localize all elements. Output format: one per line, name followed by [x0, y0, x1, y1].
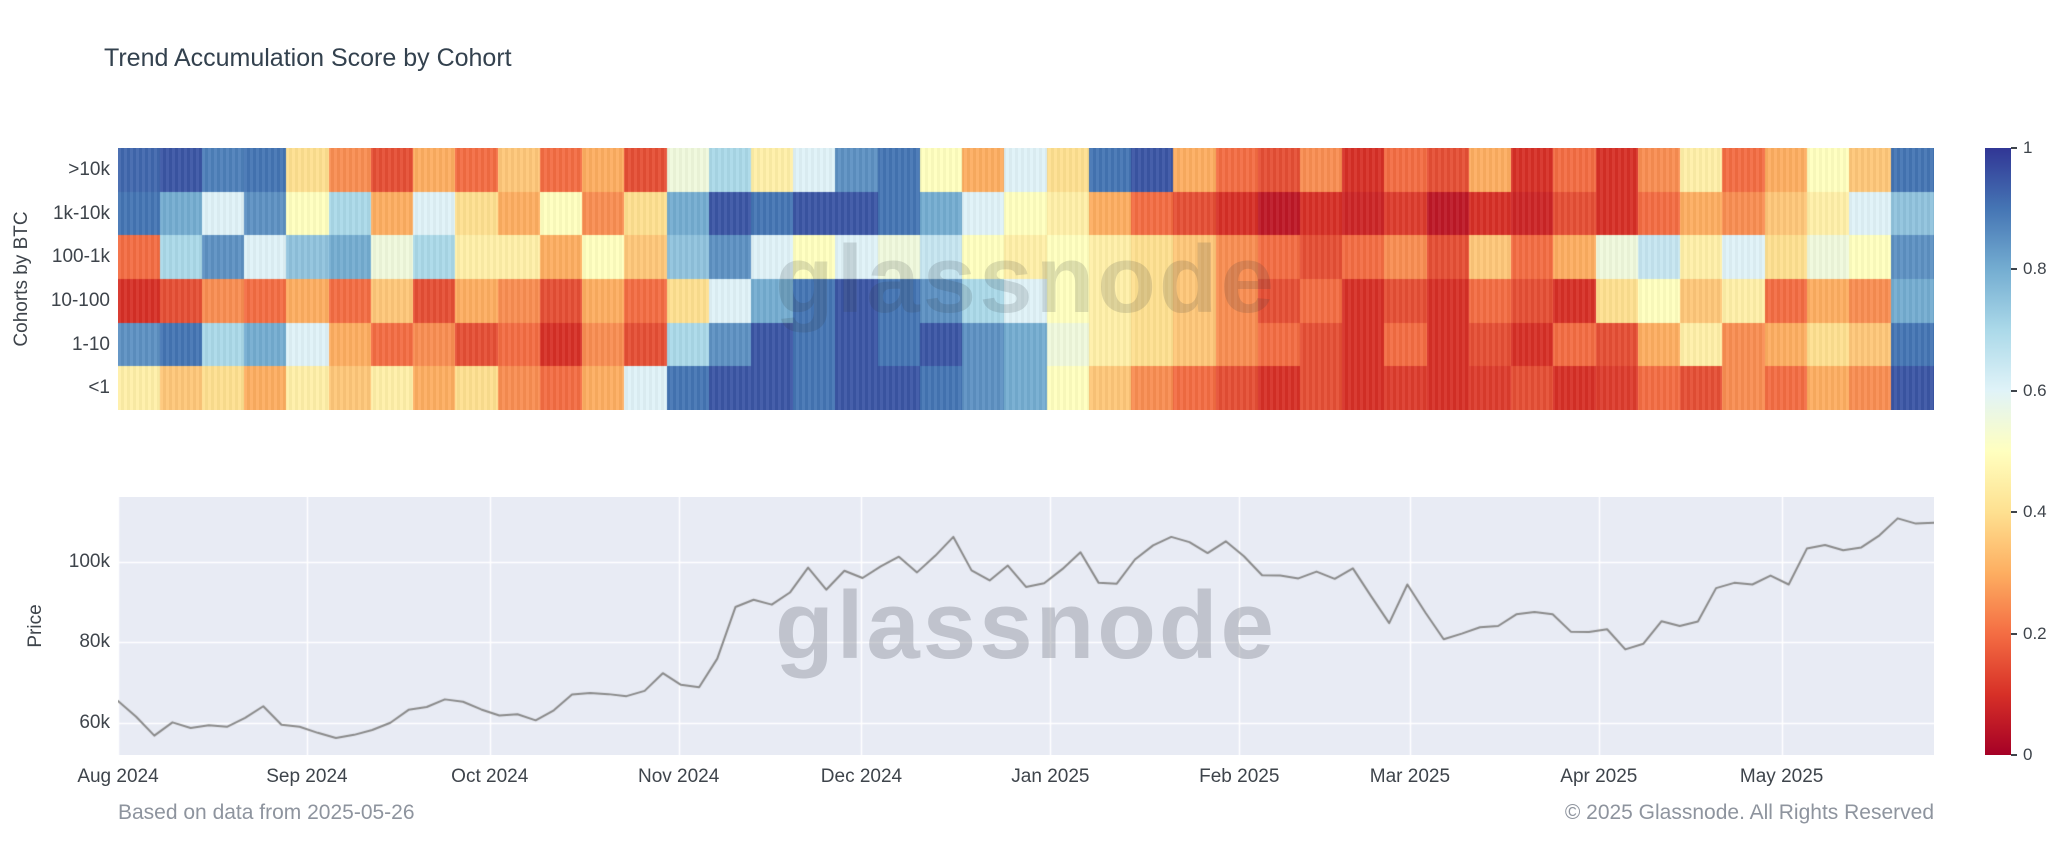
colorbar-tick-mark [2011, 147, 2017, 149]
heatmap-row-label: <1 [88, 377, 110, 399]
colorbar-tick-label: 0.6 [2023, 380, 2047, 400]
colorbar-tick-label: 0.8 [2023, 259, 2047, 279]
heatmap-row-label: 10-100 [50, 289, 110, 311]
colorbar: 1 0.8 0.6 0.4 0.2 0 [1985, 138, 2047, 764]
colorbar-tick-label: 0.4 [2023, 502, 2047, 522]
footer-data-source: Based on data from 2025-05-26 [118, 801, 415, 824]
colorbar-tick-mark [2011, 632, 2017, 635]
colorbar-tick-mark [2011, 511, 2017, 514]
x-axis-tick-label: Mar 2025 [1369, 766, 1451, 787]
colorbar-tick-mark [2011, 389, 2017, 392]
footer-copyright: © 2025 Glassnode. All Rights Reserved [1564, 801, 1934, 824]
heatmap-y-axis-title: Cohorts by BTC [11, 211, 32, 347]
colorbar-tick-label: 0.2 [2023, 623, 2047, 643]
colorbar-tick-label: 1 [2023, 138, 2033, 157]
x-axis-tick-label: Nov 2024 [637, 766, 720, 787]
heatmap-row-label: >10k [68, 158, 110, 180]
x-axis-tick-label: Aug 2024 [77, 766, 159, 787]
x-axis-tick-label: Sep 2024 [266, 766, 348, 787]
heatmap-row-label: 1-10 [71, 333, 110, 355]
heatmap-row-label: 100-1k [51, 246, 110, 268]
page-title: Trend Accumulation Score by Cohort [104, 44, 512, 72]
price-y-tick-label: 60k [79, 711, 110, 733]
x-axis-tick-label: Apr 2025 [1560, 766, 1638, 787]
colorbar-tick-label: 0 [2023, 745, 2033, 764]
price-chart-canvas[interactable] [118, 497, 1934, 755]
cohort-heatmap-canvas[interactable] [118, 148, 1934, 410]
colorbar-tick-mark [2011, 268, 2017, 271]
x-axis-tick-label: Feb 2025 [1199, 766, 1280, 787]
x-axis-tick-label: Jan 2025 [1011, 766, 1090, 787]
heatmap-row-label: 1k-10k [52, 202, 110, 224]
colorbar-tick-mark [2011, 754, 2017, 756]
price-y-tick-label: 100k [68, 550, 110, 572]
price-y-tick-label: 80k [79, 631, 110, 653]
x-axis-tick-label: Oct 2024 [451, 766, 529, 787]
x-axis-tick-label: Dec 2024 [820, 766, 903, 787]
colorbar-gradient [1985, 148, 2011, 755]
x-axis-tick-label: May 2025 [1739, 766, 1824, 787]
